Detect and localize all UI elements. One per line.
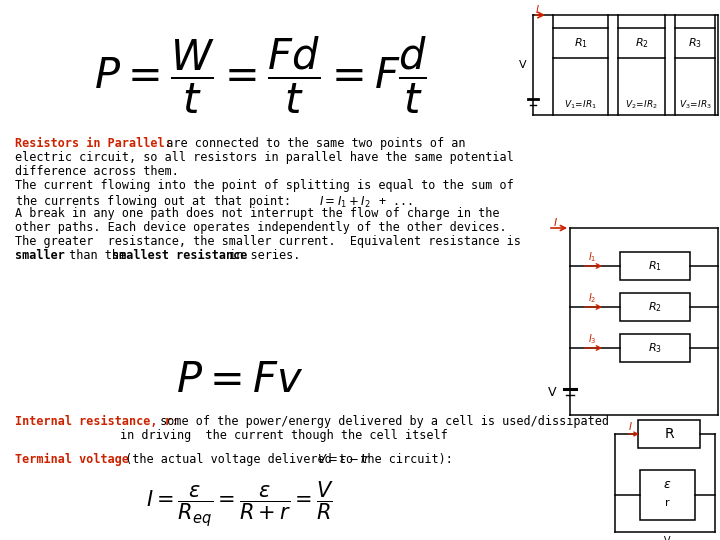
Text: The greater  resistance, the smaller current.  Equivalent resistance is: The greater resistance, the smaller curr… xyxy=(15,235,521,248)
Text: $I$: $I$ xyxy=(535,3,539,15)
Text: $I$: $I$ xyxy=(552,216,557,228)
Text: other paths. Each device operates independently of the other devices.: other paths. Each device operates indepe… xyxy=(15,221,507,234)
Text: difference across them.: difference across them. xyxy=(15,165,179,178)
Text: $I_1$: $I_1$ xyxy=(588,250,596,264)
Bar xyxy=(553,28,608,58)
Bar xyxy=(640,470,695,520)
Text: $V_2\!=\!IR_2$: $V_2\!=\!IR_2$ xyxy=(625,99,658,111)
Text: smallest resistance: smallest resistance xyxy=(112,249,248,262)
Text: $I$: $I$ xyxy=(628,420,632,432)
Bar xyxy=(675,28,715,58)
Text: –V–: –V– xyxy=(660,536,675,540)
Text: (the actual voltage delivered to the circuit):: (the actual voltage delivered to the cir… xyxy=(118,453,467,466)
Text: electric circuit, so all resistors in parallel have the same potential: electric circuit, so all resistors in pa… xyxy=(15,151,514,164)
Text: $R_1$: $R_1$ xyxy=(574,36,588,50)
Text: in driving  the current though the cell itself: in driving the current though the cell i… xyxy=(120,429,448,442)
Text: $I_2$: $I_2$ xyxy=(588,291,596,305)
Text: A break in any one path does not interrupt the flow of charge in the: A break in any one path does not interru… xyxy=(15,207,500,220)
Bar xyxy=(620,334,690,362)
Text: $R_2$: $R_2$ xyxy=(648,300,662,314)
Text: in series.: in series. xyxy=(222,249,300,262)
Bar xyxy=(620,293,690,321)
Text: than the: than the xyxy=(62,249,133,262)
Text: The current flowing into the point of splitting is equal to the sum of: The current flowing into the point of sp… xyxy=(15,179,514,192)
Text: are connected to the same two points of an: are connected to the same two points of … xyxy=(152,137,466,150)
Bar xyxy=(638,420,700,448)
Text: $R_1$: $R_1$ xyxy=(648,259,662,273)
Text: $V = \varepsilon - Ir$: $V = \varepsilon - Ir$ xyxy=(317,453,371,466)
Text: the currents flowing out at that point:    $I = I_1 + I_2\,$ + ...: the currents flowing out at that point: … xyxy=(15,193,413,210)
Text: V: V xyxy=(519,60,527,70)
Text: some of the power/energy delivered by a cell is used/dissipated: some of the power/energy delivered by a … xyxy=(153,415,609,428)
Text: $\varepsilon$: $\varepsilon$ xyxy=(663,478,672,491)
Text: $V_1\!=\!IR_1$: $V_1\!=\!IR_1$ xyxy=(564,99,597,111)
Text: $R_2$: $R_2$ xyxy=(634,36,649,50)
Text: $P = Fv$: $P = Fv$ xyxy=(176,359,304,401)
Text: V: V xyxy=(548,386,557,399)
Text: $R_3$: $R_3$ xyxy=(688,36,702,50)
Text: r: r xyxy=(665,498,670,508)
Text: smaller: smaller xyxy=(15,249,65,262)
Text: $I = \dfrac{\varepsilon}{R_{eq}} = \dfrac{\varepsilon}{R+r} = \dfrac{V}{R}$: $I = \dfrac{\varepsilon}{R_{eq}} = \dfra… xyxy=(146,480,334,529)
Text: R: R xyxy=(664,427,674,441)
Text: $I_3$: $I_3$ xyxy=(588,332,596,346)
Text: $R_3$: $R_3$ xyxy=(648,341,662,355)
Text: Terminal voltage: Terminal voltage xyxy=(15,453,129,466)
Text: Internal resistance, r:: Internal resistance, r: xyxy=(15,415,179,428)
Text: $V_3\!=\!IR_3$: $V_3\!=\!IR_3$ xyxy=(678,99,711,111)
Bar xyxy=(620,252,690,280)
Text: Resistors in Parallel:: Resistors in Parallel: xyxy=(15,137,172,150)
Text: $P = \dfrac{W}{t} = \dfrac{Fd}{t} = F\dfrac{d}{t}$: $P = \dfrac{W}{t} = \dfrac{Fd}{t} = F\df… xyxy=(94,35,426,116)
Bar xyxy=(618,28,665,58)
